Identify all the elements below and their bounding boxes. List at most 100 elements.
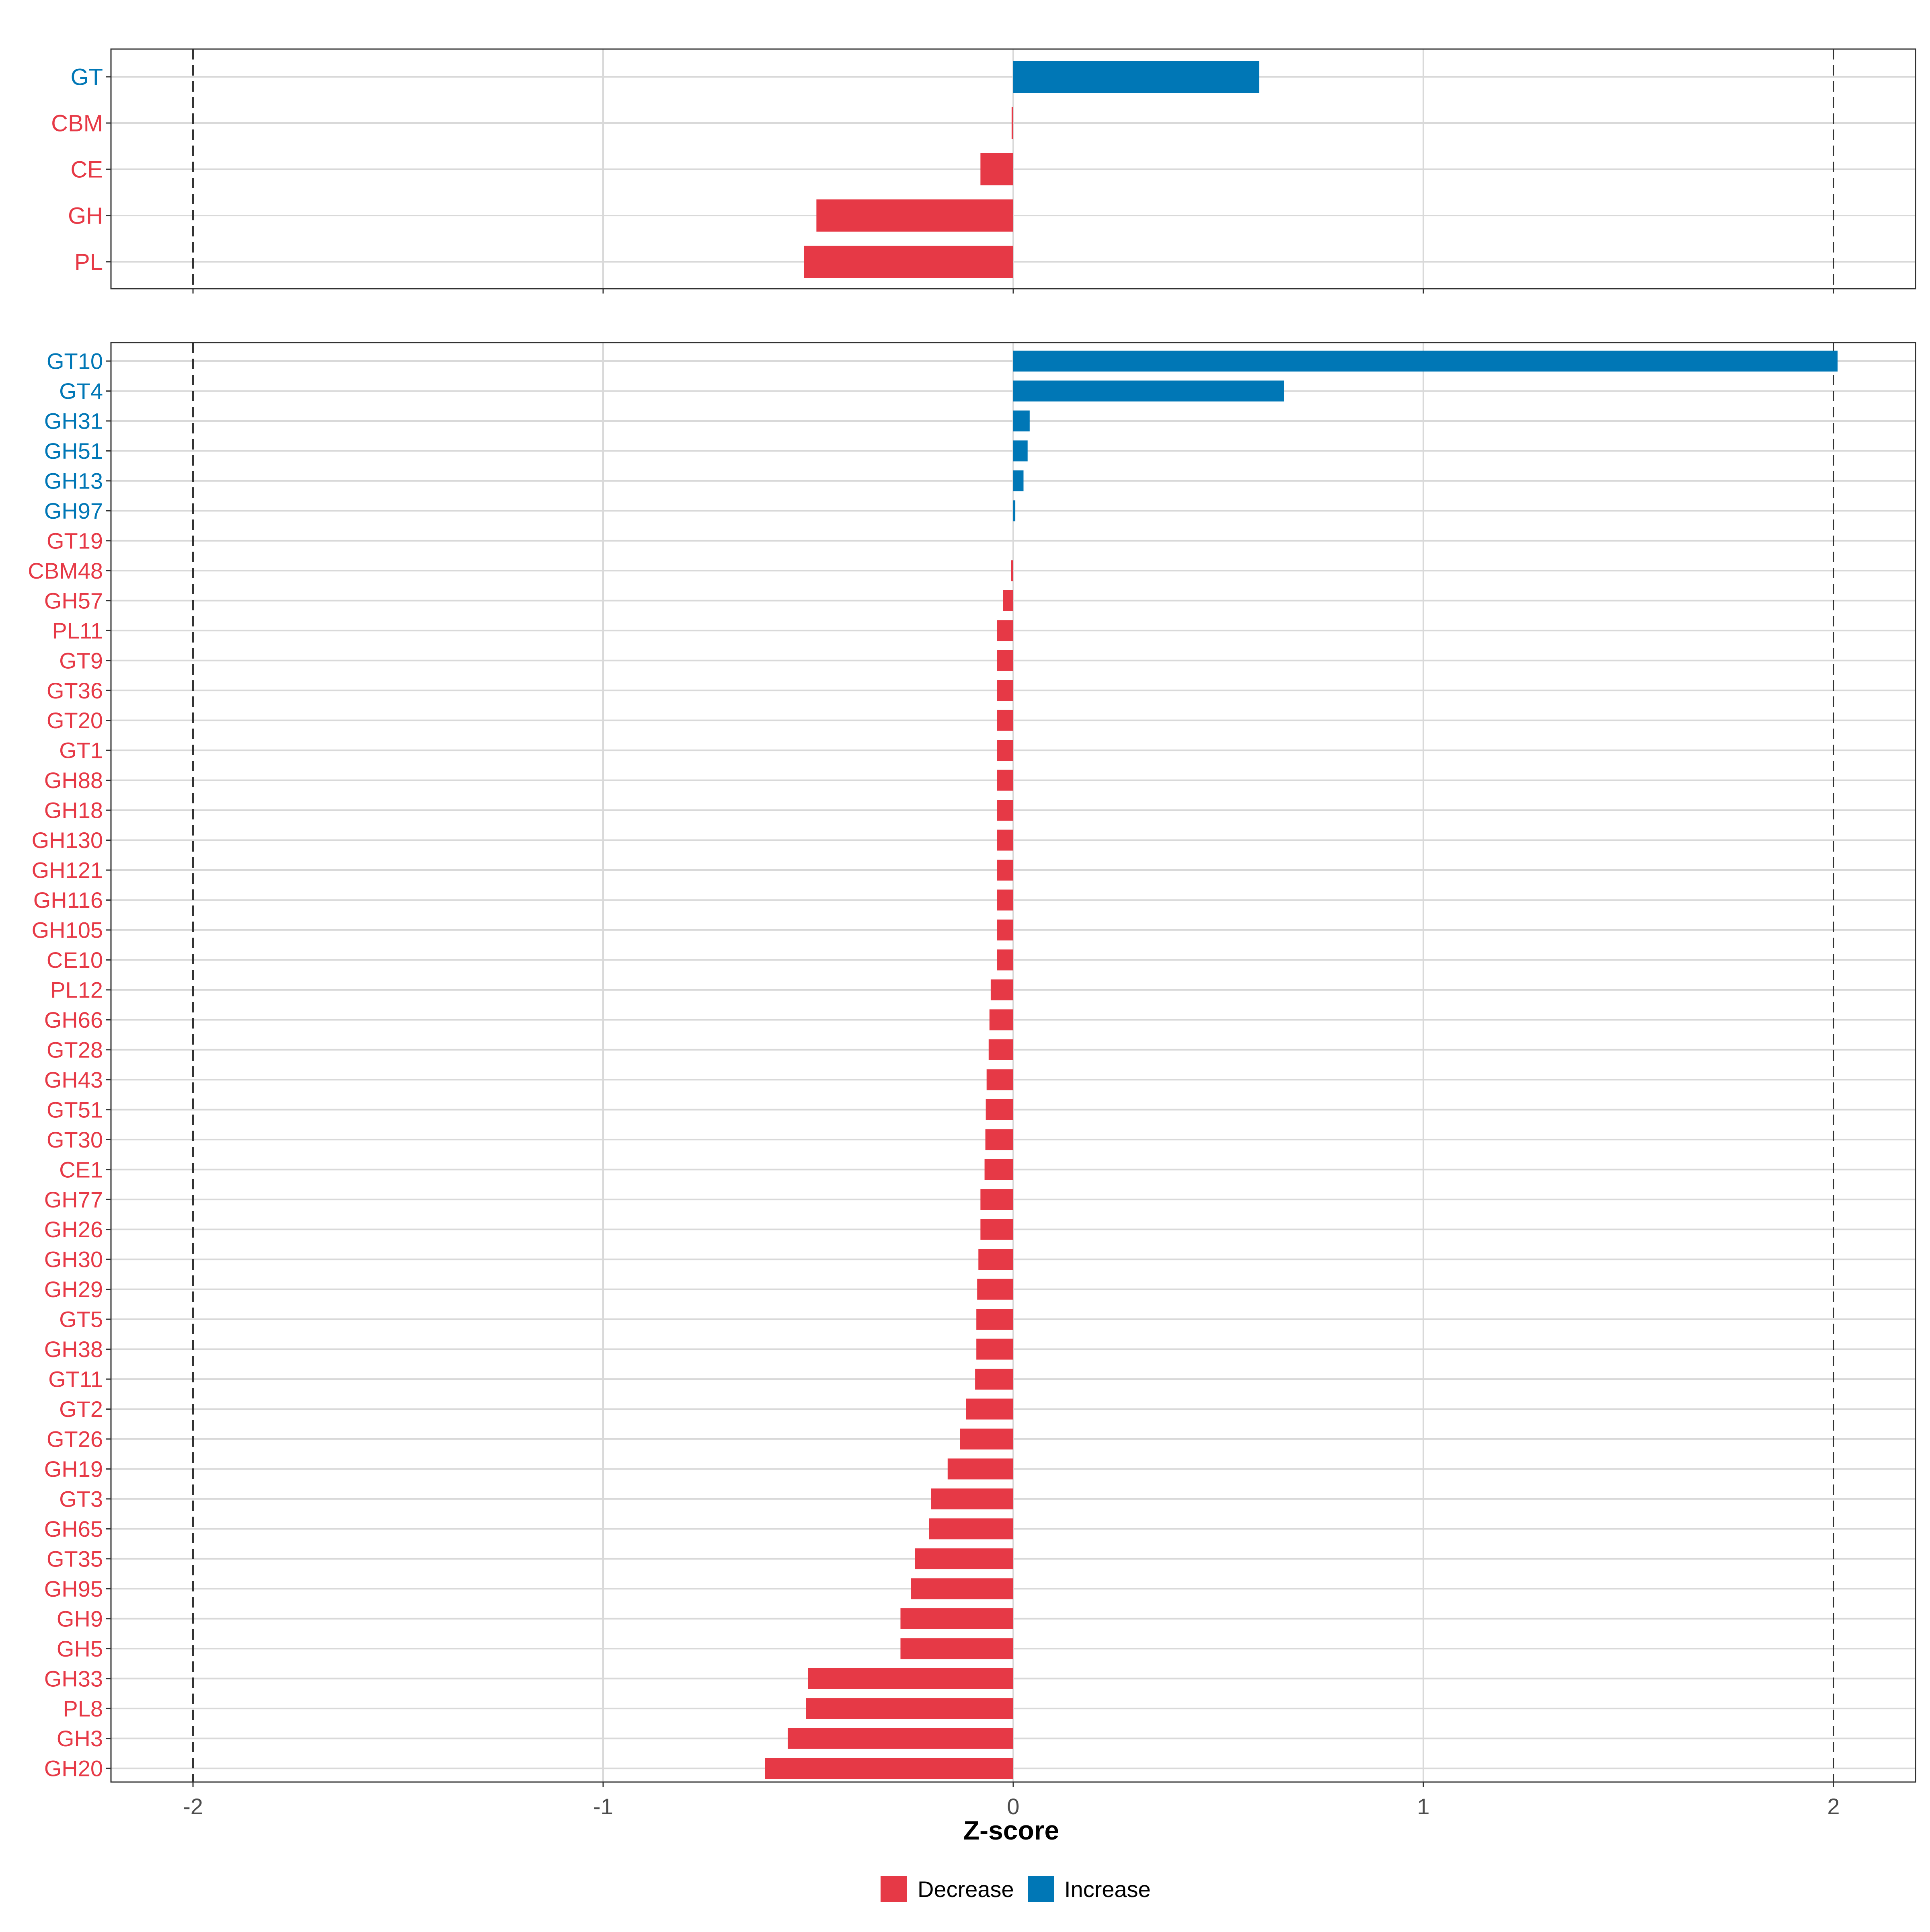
legend-swatch-increase (1028, 1876, 1054, 1902)
bar (1011, 560, 1013, 581)
bar (1013, 440, 1028, 462)
bar (997, 710, 1013, 731)
bar (997, 770, 1013, 791)
bar (997, 919, 1013, 940)
bar (1003, 590, 1013, 611)
y-tick-label: GH77 (44, 1187, 103, 1212)
bar (1013, 470, 1024, 491)
bar (976, 1339, 1013, 1360)
bar (765, 1758, 1013, 1779)
y-tick-label: GT28 (47, 1037, 103, 1062)
bar (1013, 410, 1030, 431)
y-tick-label: GH88 (44, 768, 103, 793)
bar (978, 1249, 1013, 1270)
y-tick-label: GT5 (59, 1307, 103, 1332)
y-tick-label: GH43 (44, 1067, 103, 1092)
bar (977, 1279, 1013, 1300)
y-tick-label: GT3 (59, 1486, 103, 1511)
y-tick-label: PL8 (63, 1696, 103, 1721)
y-tick-label: PL11 (52, 618, 103, 643)
y-tick-label: GH9 (57, 1606, 103, 1631)
bar (900, 1608, 1013, 1629)
class-panel: GT CBM CE GH PL (51, 48, 1916, 294)
bar (911, 1578, 1013, 1599)
y-tick-label: GH66 (44, 1007, 103, 1033)
bar (804, 246, 1013, 278)
bar (988, 1039, 1013, 1060)
bar (816, 199, 1013, 232)
bar (900, 1638, 1013, 1659)
x-tick-label: -2 (183, 1794, 203, 1819)
y-tick-label: GT4 (59, 378, 103, 404)
y-tick-label: GT30 (47, 1127, 103, 1152)
bar (929, 1518, 1013, 1540)
bar (990, 979, 1013, 1000)
x-tick-label: 1 (1417, 1794, 1429, 1819)
y-tick-label: GT36 (47, 678, 103, 703)
x-tick-label: 0 (1007, 1794, 1019, 1819)
bar (997, 859, 1013, 881)
bar (1013, 61, 1259, 93)
y-tick-label: GH18 (44, 798, 103, 823)
y-tick-label: GT2 (59, 1396, 103, 1422)
y-tick-label: CE1 (59, 1157, 103, 1182)
bar (1013, 351, 1838, 372)
bar (986, 1069, 1013, 1090)
x-tick-label: -1 (593, 1794, 613, 1819)
bar (788, 1728, 1013, 1749)
bar (980, 153, 1013, 185)
y-tick-label: GH38 (44, 1337, 103, 1362)
bar (966, 1398, 1013, 1420)
bar (1013, 500, 1016, 521)
x-axis-title: Z-score (963, 1815, 1059, 1845)
bar (997, 829, 1013, 851)
y-tick-label: GH105 (32, 918, 103, 943)
legend: Decrease Increase (881, 1876, 1151, 1902)
y-tick-label: CE10 (47, 947, 103, 973)
y-tick-label: GH (68, 203, 103, 229)
bar (1011, 107, 1013, 139)
legend-label-increase: Increase (1064, 1877, 1151, 1902)
y-tick-label: GT20 (47, 708, 103, 733)
y-tick-label: PL12 (50, 977, 103, 1002)
y-tick-label: GH29 (44, 1277, 103, 1302)
y-tick-label: GH51 (44, 438, 103, 464)
bar (1013, 380, 1284, 402)
y-tick-label: GH5 (57, 1636, 103, 1661)
bar (806, 1698, 1013, 1719)
bar (931, 1488, 1013, 1509)
y-tick-label: GH33 (44, 1666, 103, 1691)
bar (986, 1099, 1013, 1120)
y-tick-label: PL (74, 249, 103, 275)
bar (989, 1009, 1013, 1031)
bar (976, 1309, 1013, 1330)
y-tick-label: GH116 (33, 887, 103, 913)
bar (997, 620, 1013, 641)
bar (980, 1189, 1013, 1210)
y-tick-label: GH30 (44, 1247, 103, 1272)
y-tick-label: GT26 (47, 1427, 103, 1452)
x-tick-label: 2 (1827, 1794, 1840, 1819)
y-tick-label: GH20 (44, 1756, 103, 1781)
y-tick-label: GT51 (47, 1097, 103, 1122)
y-tick-label: GT11 (48, 1367, 103, 1392)
legend-label-decrease: Decrease (918, 1877, 1014, 1902)
bar (997, 650, 1013, 671)
y-tick-label: CBM48 (28, 558, 103, 583)
bar (975, 1368, 1013, 1390)
bar (915, 1548, 1013, 1569)
y-tick-label: GH19 (44, 1456, 103, 1482)
y-tick-label: GH31 (44, 409, 103, 434)
y-tick-label: CBM (51, 110, 103, 136)
y-tick-label: GH26 (44, 1217, 103, 1242)
y-tick-label: CE (70, 156, 103, 183)
y-tick-label: GH57 (44, 588, 103, 613)
bar (997, 889, 1013, 911)
bar (985, 1129, 1013, 1150)
y-tick-label: GH97 (44, 498, 103, 524)
bar (997, 680, 1013, 701)
y-tick-label: GT35 (47, 1546, 103, 1571)
y-tick-label: GH121 (32, 858, 103, 883)
family-panel: GT10GT4GH31GH51GH13GH97GT19CBM48GH57PL11… (28, 342, 1916, 1819)
